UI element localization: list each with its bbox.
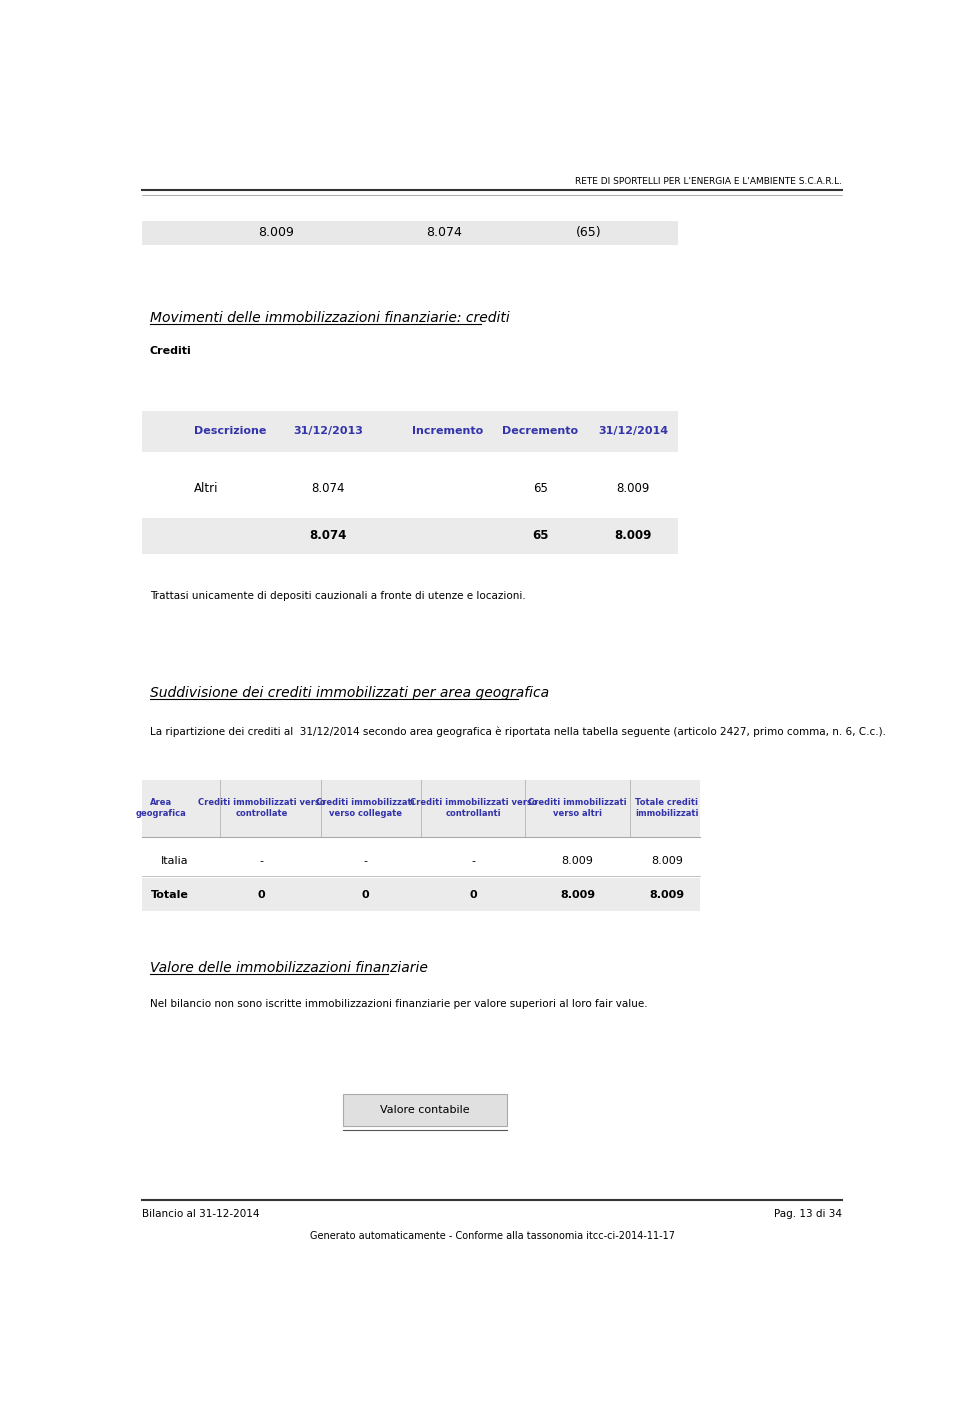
Text: Movimenti delle immobilizzazioni finanziarie: crediti: Movimenti delle immobilizzazioni finanzi…: [150, 311, 510, 325]
Text: -: -: [364, 856, 368, 866]
Text: 8.074: 8.074: [425, 226, 462, 238]
FancyBboxPatch shape: [344, 1094, 507, 1127]
Text: 0: 0: [469, 890, 477, 900]
Text: Area
geografica: Area geografica: [135, 799, 186, 819]
Text: Crediti immobilizzati verso
controllate: Crediti immobilizzati verso controllate: [198, 799, 325, 819]
Text: Crediti immobilizzati
verso altri: Crediti immobilizzati verso altri: [528, 799, 627, 819]
Text: Incremento: Incremento: [412, 427, 483, 437]
Text: 31/12/2013: 31/12/2013: [294, 427, 363, 437]
Text: Crediti immobilizzati verso
controllanti: Crediti immobilizzati verso controllanti: [410, 799, 538, 819]
Text: Crediti: Crediti: [150, 346, 191, 356]
Text: 8.009: 8.009: [258, 226, 294, 238]
FancyBboxPatch shape: [142, 780, 701, 837]
Text: 8.074: 8.074: [310, 529, 347, 542]
Text: Italia: Italia: [161, 856, 188, 866]
Text: Valore contabile: Valore contabile: [380, 1105, 469, 1115]
Text: -: -: [471, 856, 475, 866]
FancyBboxPatch shape: [142, 410, 678, 453]
Text: Bilancio al 31-12-2014: Bilancio al 31-12-2014: [142, 1209, 260, 1219]
Text: 8.009: 8.009: [562, 856, 593, 866]
FancyBboxPatch shape: [142, 220, 678, 244]
Text: 8.009: 8.009: [614, 529, 652, 542]
FancyBboxPatch shape: [142, 518, 678, 553]
Text: 65: 65: [532, 529, 548, 542]
Text: 8.009: 8.009: [616, 481, 650, 495]
FancyBboxPatch shape: [142, 878, 701, 911]
Text: -: -: [259, 856, 263, 866]
Text: 8.074: 8.074: [312, 481, 345, 495]
Text: 65: 65: [533, 481, 548, 495]
Text: 8.009: 8.009: [560, 890, 595, 900]
Text: Generato automaticamente - Conforme alla tassonomia itcc-ci-2014-11-17: Generato automaticamente - Conforme alla…: [309, 1230, 675, 1240]
Text: 31/12/2014: 31/12/2014: [598, 427, 668, 437]
Text: 0: 0: [257, 890, 265, 900]
Text: Decremento: Decremento: [502, 427, 579, 437]
Text: Pag. 13 di 34: Pag. 13 di 34: [774, 1209, 842, 1219]
Text: (65): (65): [576, 226, 602, 238]
Text: Valore delle immobilizzazioni finanziarie: Valore delle immobilizzazioni finanziari…: [150, 961, 427, 975]
Text: Descrizione: Descrizione: [194, 427, 267, 437]
Text: 0: 0: [362, 890, 370, 900]
Text: Suddivisione dei crediti immobilizzati per area geografica: Suddivisione dei crediti immobilizzati p…: [150, 685, 549, 700]
Text: 8.009: 8.009: [651, 856, 683, 866]
Text: Trattasi unicamente di depositi cauzionali a fronte di utenze e locazioni.: Trattasi unicamente di depositi cauziona…: [150, 592, 525, 602]
Text: La ripartizione dei crediti al  31/12/2014 secondo area geografica è riportata n: La ripartizione dei crediti al 31/12/201…: [150, 727, 886, 736]
Text: 8.009: 8.009: [649, 890, 684, 900]
Text: RETE DI SPORTELLI PER L'ENERGIA E L'AMBIENTE S.C.A.R.L.: RETE DI SPORTELLI PER L'ENERGIA E L'AMBI…: [575, 177, 842, 186]
Text: Altri: Altri: [194, 481, 219, 495]
Text: Crediti immobilizzati
verso collegate: Crediti immobilizzati verso collegate: [316, 799, 415, 819]
Text: Totale crediti
immobilizzati: Totale crediti immobilizzati: [636, 799, 699, 819]
Text: Totale: Totale: [152, 890, 189, 900]
Text: Nel bilancio non sono iscritte immobilizzazioni finanziarie per valore superiori: Nel bilancio non sono iscritte immobiliz…: [150, 999, 647, 1009]
